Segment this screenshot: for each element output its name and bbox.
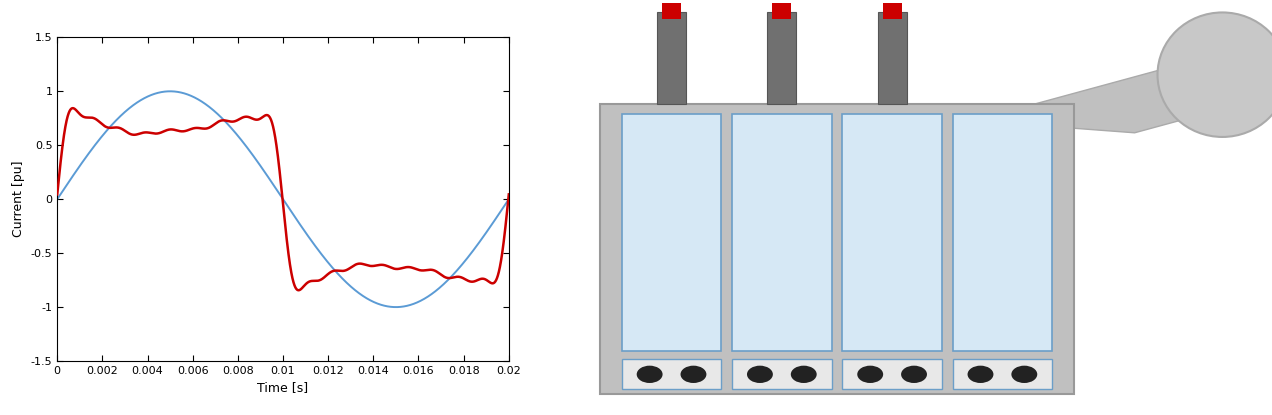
Ellipse shape [968,366,993,383]
Bar [842,359,941,389]
Bar [622,359,721,389]
Y-axis label: Current [pu]: Current [pu] [13,161,25,237]
Bar [842,114,941,351]
Ellipse shape [681,366,706,383]
Bar [772,3,791,19]
Bar [767,12,796,104]
Ellipse shape [791,366,817,383]
Ellipse shape [1158,12,1272,137]
Ellipse shape [1011,366,1037,383]
Ellipse shape [857,366,883,383]
Bar [733,359,832,389]
Bar [622,114,721,351]
Bar [733,114,832,351]
Bar [663,3,681,19]
Ellipse shape [901,366,927,383]
Bar [953,114,1052,351]
Bar [600,104,1074,394]
X-axis label: Time [s]: Time [s] [257,381,309,395]
Bar [658,12,686,104]
Polygon shape [941,50,1234,133]
Ellipse shape [747,366,773,383]
Bar [878,12,907,104]
Ellipse shape [637,366,663,383]
Bar [883,3,902,19]
Bar [953,359,1052,389]
